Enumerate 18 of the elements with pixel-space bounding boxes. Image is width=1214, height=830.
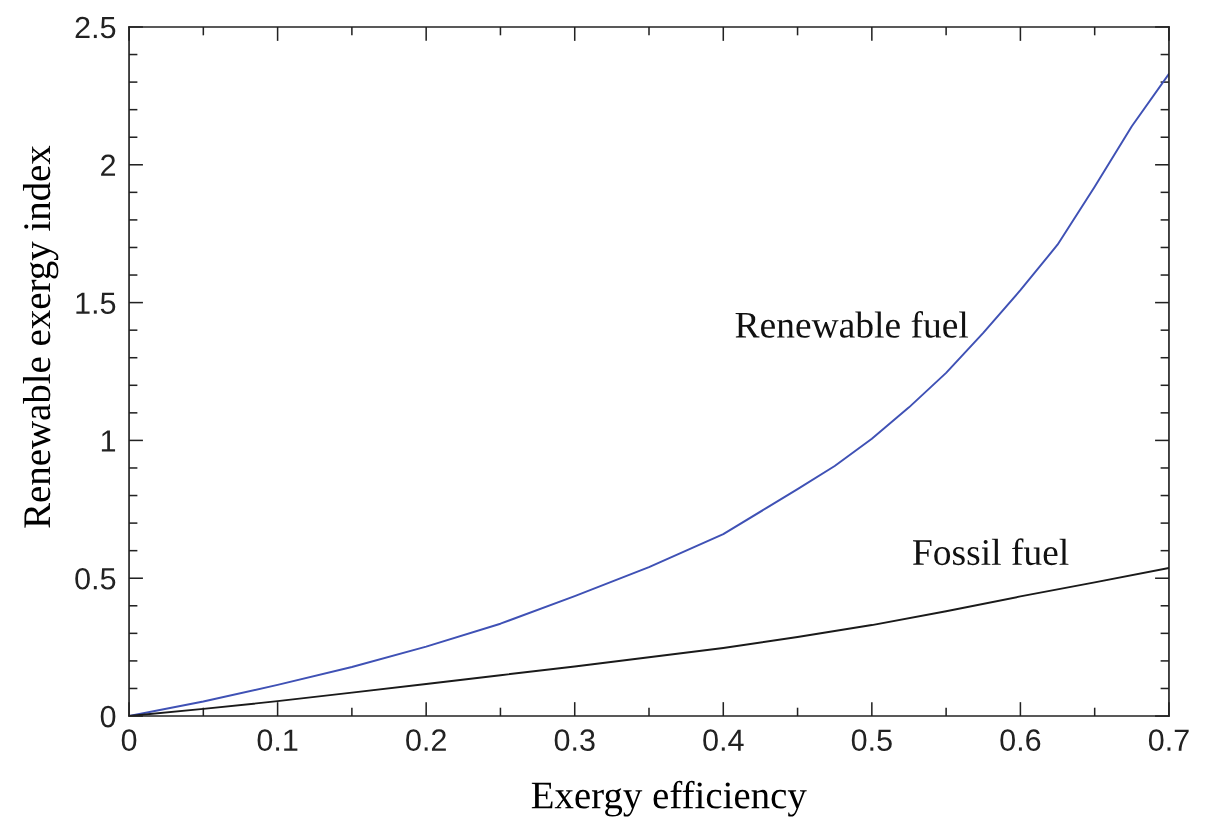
x-tick-label: 0.6 bbox=[1000, 729, 1041, 751]
y-axis-title: Renewable exergy index bbox=[22, 145, 59, 528]
y-tick-label: 2 bbox=[101, 154, 116, 176]
x-tick-label: 0.4 bbox=[703, 729, 744, 751]
x-tick-label: 0.5 bbox=[851, 729, 892, 751]
y-tick-label: 0 bbox=[100, 705, 116, 728]
x-axis-title: Exergy efficiency bbox=[531, 780, 807, 817]
series-label: Fossil fuel bbox=[912, 538, 1069, 566]
y-tick-label: 0.5 bbox=[75, 567, 116, 590]
series-label: Renewable fuel bbox=[735, 311, 969, 338]
y-tick-label: 1 bbox=[101, 430, 116, 452]
x-tick-label: 0.3 bbox=[554, 729, 595, 751]
y-tick-label: 2.5 bbox=[75, 16, 116, 39]
y-tick-label: 1.5 bbox=[76, 292, 116, 314]
x-tick-label: 0.2 bbox=[406, 729, 446, 751]
x-tick-label: 0 bbox=[121, 729, 137, 751]
x-tick-label: 0.7 bbox=[1148, 729, 1189, 751]
x-tick-label: 0.1 bbox=[257, 729, 298, 751]
